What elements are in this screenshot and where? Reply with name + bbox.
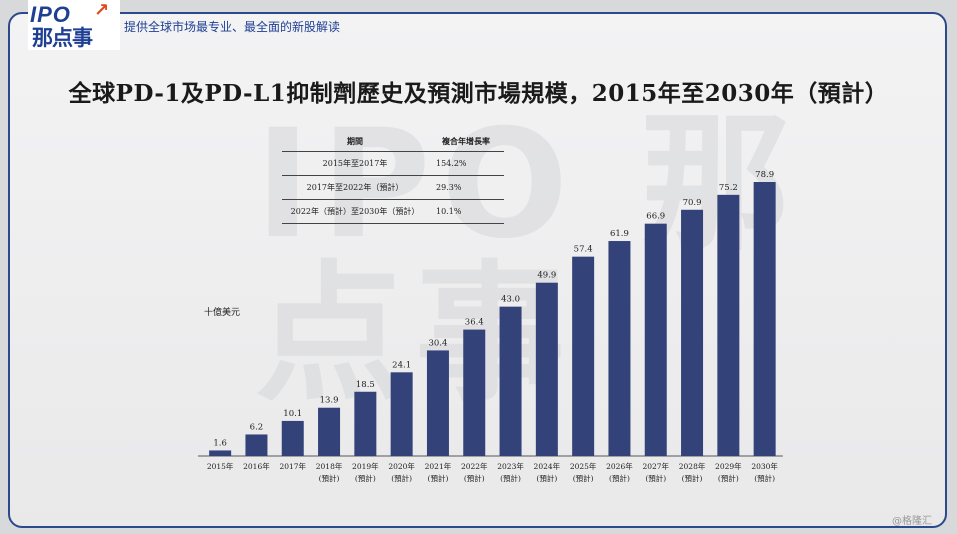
x-tick-forecast-label: (預計) (682, 473, 703, 483)
cagr-table: 期間 複合年增長率 2015年至2017年 154.2% 2017年至2022年… (282, 132, 504, 224)
x-tick-label: 2020年 (388, 461, 415, 471)
logo-arrow-icon: ↗ (94, 0, 110, 21)
bar-2028年 (681, 209, 704, 456)
x-tick-label: 2017年 (279, 461, 306, 471)
x-tick-forecast-label: (預計) (609, 473, 630, 483)
logo-name-text: 那点事 (32, 26, 93, 50)
bar-2021年 (426, 350, 449, 456)
data-label: 1.6 (213, 438, 227, 448)
cagr-rate: 154.2% (428, 151, 504, 176)
x-tick-forecast-label: (預計) (645, 473, 666, 483)
bar-2017年 (281, 420, 304, 456)
x-tick-label: 2016年 (243, 461, 270, 471)
bar-2024年 (535, 282, 558, 456)
source-credit: @格隆汇 (892, 516, 932, 527)
cagr-row: 2015年至2017年 154.2% (282, 151, 504, 176)
bar-2015年 (209, 450, 232, 456)
x-tick-forecast-label: (預計) (464, 473, 485, 483)
data-label: 66.9 (646, 212, 665, 222)
cagr-header-rate: 複合年增長率 (428, 132, 504, 152)
data-label: 36.4 (465, 318, 484, 328)
x-tick-label: 2019年 (352, 461, 379, 471)
x-tick-forecast-label: (預計) (718, 473, 739, 483)
x-tick-label: 2029年 (715, 461, 742, 471)
logo-ipo-text: IPO (30, 2, 71, 27)
data-label: 61.9 (610, 229, 629, 239)
y-axis-unit-label: 十億美元 (204, 308, 241, 318)
bar-2018年 (318, 407, 341, 456)
bar-2026年 (608, 241, 631, 456)
x-tick-label: 2015年 (207, 461, 234, 471)
bar-2025年 (572, 256, 595, 456)
chart-title: 全球PD-1及PD-L1抑制劑歷史及預測市場規模，2015年至2030年（預計） (68, 80, 889, 107)
bar-2016年 (245, 434, 268, 456)
bar-2030年 (753, 182, 776, 456)
bar-2023年 (499, 306, 522, 456)
cagr-rate: 10.1% (428, 199, 504, 224)
x-tick-label: 2027年 (642, 461, 669, 471)
data-label: 70.9 (683, 198, 702, 208)
x-tick-forecast-label: (預計) (319, 473, 340, 483)
bar-2020年 (390, 372, 413, 456)
x-tick-forecast-label: (預計) (355, 473, 376, 483)
x-tick-forecast-label: (預計) (391, 473, 412, 483)
x-tick-label: 2018年 (316, 461, 343, 471)
data-label: 49.9 (537, 271, 556, 281)
cagr-header-period: 期間 (282, 132, 428, 152)
x-tick-label: 2030年 (751, 461, 778, 471)
data-label: 18.5 (356, 380, 375, 390)
cagr-row: 2022年（預計）至2030年（預計） 10.1% (282, 199, 504, 224)
bar-2022年 (463, 329, 486, 456)
x-tick-label: 2022年 (461, 461, 488, 471)
brand-logo: IPO ↗ 那点事 (28, 0, 120, 50)
data-label: 30.4 (428, 338, 447, 348)
header-tagline: 提供全球市场最专业、最全面的新股解读 (124, 20, 341, 34)
data-label: 24.1 (392, 360, 411, 370)
x-tick-forecast-label: (預計) (428, 473, 449, 483)
data-label: 57.4 (574, 245, 593, 255)
x-tick-label: 2025年 (570, 461, 597, 471)
cagr-period: 2022年（預計）至2030年（預計） (282, 199, 428, 224)
cagr-period: 2017年至2022年（預計） (282, 175, 428, 200)
x-tick-label: 2021年 (425, 461, 452, 471)
data-label: 43.0 (501, 295, 520, 305)
x-tick-forecast-label: (預計) (754, 473, 775, 483)
x-tick-label: 2028年 (679, 461, 706, 471)
x-tick-label: 2026年 (606, 461, 633, 471)
cagr-row: 2017年至2022年（預計） 29.3% (282, 175, 504, 200)
bar-2029年 (717, 194, 740, 456)
x-tick-forecast-label: (預計) (500, 473, 521, 483)
bar-2019年 (354, 391, 377, 456)
data-label: 75.2 (719, 183, 738, 193)
data-label: 13.9 (320, 396, 339, 406)
bar-2027年 (644, 223, 667, 456)
data-label: 78.9 (755, 170, 774, 180)
data-label: 10.1 (283, 409, 302, 419)
cagr-header-row: 期間 複合年增長率 (282, 132, 504, 152)
x-tick-label: 2023年 (497, 461, 524, 471)
data-label: 6.2 (250, 422, 264, 432)
x-tick-forecast-label: (預計) (536, 473, 557, 483)
x-tick-forecast-label: (預計) (573, 473, 594, 483)
x-tick-label: 2024年 (534, 461, 561, 471)
cagr-period: 2015年至2017年 (282, 151, 428, 176)
cagr-rate: 29.3% (428, 175, 504, 200)
